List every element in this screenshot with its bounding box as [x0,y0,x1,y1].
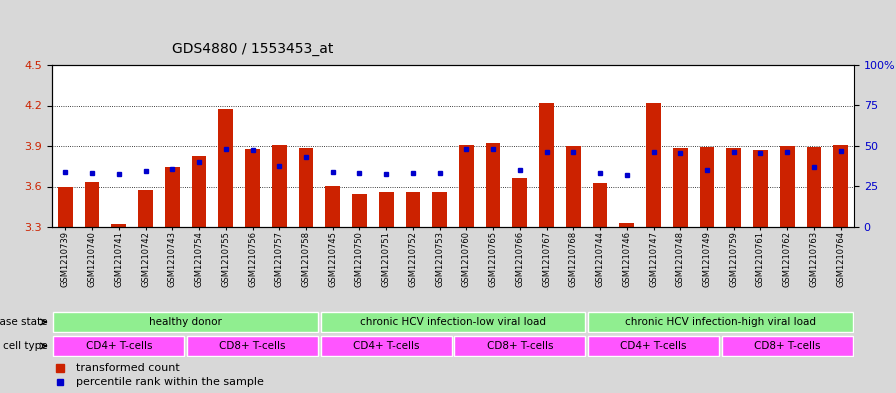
Bar [646,103,661,227]
Text: CD8+ T-cells: CD8+ T-cells [754,341,821,351]
Text: CD4+ T-cells: CD4+ T-cells [620,341,686,351]
Text: cell type: cell type [4,341,48,351]
Text: percentile rank within the sample: percentile rank within the sample [76,377,264,387]
Bar [352,194,366,227]
Text: transformed count: transformed count [76,363,180,373]
Bar [219,109,233,227]
Bar [833,145,848,227]
Bar [700,147,714,227]
Text: CD8+ T-cells: CD8+ T-cells [220,341,286,351]
Bar [673,148,687,227]
Text: chronic HCV infection-high viral load: chronic HCV infection-high viral load [625,317,816,327]
Bar [165,167,180,227]
Bar [58,187,73,227]
Bar [271,145,287,227]
Bar [806,147,822,227]
Bar [432,192,447,227]
Bar [721,336,853,356]
Bar [780,146,795,227]
Text: chronic HCV infection-low viral load: chronic HCV infection-low viral load [360,317,546,327]
Bar [85,182,99,227]
Bar [111,224,126,227]
Bar [298,148,314,227]
Text: CD4+ T-cells: CD4+ T-cells [353,341,419,351]
Bar [727,148,741,227]
Bar [588,336,719,356]
Text: GDS4880 / 1553453_at: GDS4880 / 1553453_at [172,42,333,56]
Bar [321,312,585,332]
Bar [379,192,393,227]
Bar [619,223,634,227]
Text: CD8+ T-cells: CD8+ T-cells [487,341,553,351]
Text: disease state: disease state [0,317,48,327]
Bar [592,183,607,227]
Bar [406,192,420,227]
Bar [192,156,206,227]
Bar [246,149,260,227]
Bar [459,145,474,227]
Bar [539,103,554,227]
Bar [54,312,318,332]
Bar [321,336,452,356]
Bar [486,143,501,227]
Bar [753,150,768,227]
Bar [138,190,153,227]
Bar [566,146,581,227]
Bar [325,186,340,227]
Bar [187,336,318,356]
Bar [454,336,585,356]
Bar [513,178,527,227]
Bar [54,336,185,356]
Bar [588,312,853,332]
Text: healthy donor: healthy donor [150,317,222,327]
Text: CD4+ T-cells: CD4+ T-cells [86,341,152,351]
